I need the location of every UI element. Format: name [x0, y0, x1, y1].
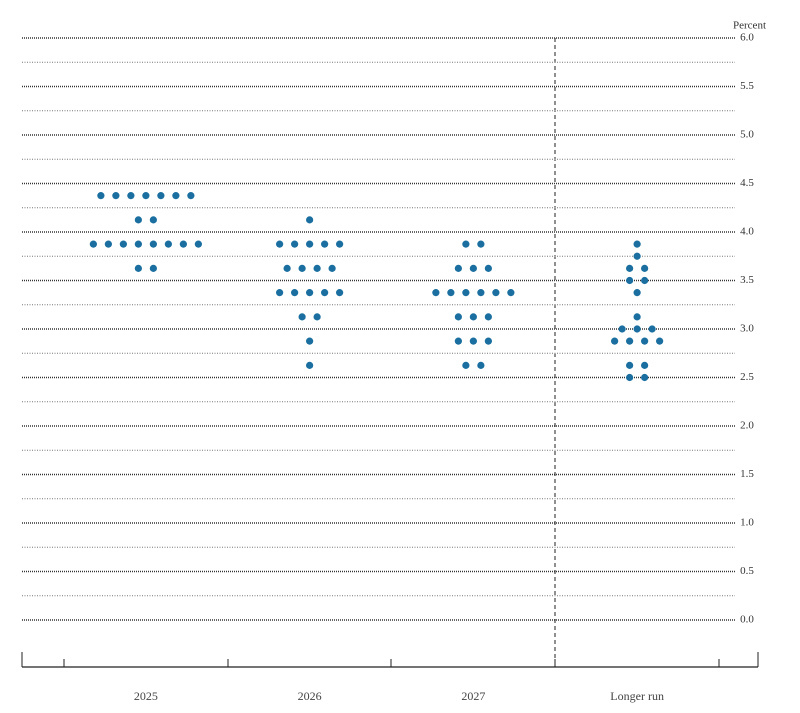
dot	[641, 337, 649, 345]
dot	[283, 264, 291, 272]
dot	[626, 361, 634, 369]
dot	[626, 264, 634, 272]
y-axis-label: Percent	[733, 20, 766, 32]
dot	[656, 337, 664, 345]
dot	[477, 289, 485, 297]
dot	[633, 325, 641, 333]
dot	[477, 361, 485, 369]
y-tick-label: 4.5	[740, 177, 754, 189]
dot	[142, 192, 150, 200]
y-tick-label: 0.0	[740, 614, 754, 626]
dot	[462, 289, 470, 297]
dot	[336, 240, 344, 248]
dot	[97, 192, 105, 200]
dot	[633, 252, 641, 260]
x-tick-label: Longer run	[610, 689, 664, 703]
dot	[618, 325, 626, 333]
dot	[648, 325, 656, 333]
dot	[313, 264, 321, 272]
dot	[89, 240, 97, 248]
dot	[454, 337, 462, 345]
dot	[484, 313, 492, 321]
y-tick-label: 5.5	[740, 80, 754, 92]
dot	[432, 289, 440, 297]
dot	[291, 240, 299, 248]
dot	[179, 240, 187, 248]
dot	[611, 337, 619, 345]
dot	[172, 192, 180, 200]
x-tick-label: 2027	[461, 689, 485, 703]
y-tick-label: 3.5	[740, 274, 754, 286]
dot	[149, 216, 157, 224]
dot	[641, 276, 649, 285]
dot	[187, 192, 195, 200]
dot	[454, 264, 462, 272]
dot	[149, 264, 157, 272]
dot	[134, 240, 142, 248]
dot	[462, 361, 470, 369]
dot	[447, 289, 455, 297]
y-tick-label: 4.0	[740, 226, 754, 238]
dot	[119, 240, 127, 248]
dot	[164, 240, 172, 248]
dot	[641, 264, 649, 272]
dot	[626, 373, 634, 382]
x-tick-label: 2025	[134, 689, 158, 703]
dot	[134, 216, 142, 224]
dot	[484, 337, 492, 345]
dot	[454, 313, 462, 321]
y-tick-label: 5.0	[740, 129, 754, 141]
dot	[298, 313, 306, 321]
dot	[127, 192, 135, 200]
dot	[276, 289, 284, 297]
dot	[462, 240, 470, 248]
dot	[313, 313, 321, 321]
dot	[306, 216, 314, 224]
dot	[492, 289, 500, 297]
dot	[633, 289, 641, 297]
dot	[112, 192, 120, 200]
x-tick-label: 2026	[298, 689, 322, 703]
y-tick-label: 1.5	[740, 468, 754, 480]
dot	[276, 240, 284, 248]
dot	[477, 240, 485, 248]
dot	[641, 373, 649, 382]
dot	[157, 192, 165, 200]
dot	[626, 337, 634, 345]
dot	[149, 240, 157, 248]
dot	[321, 240, 329, 248]
dot	[306, 361, 314, 369]
y-tick-label: 6.0	[740, 32, 754, 44]
dot	[328, 264, 336, 272]
dot	[633, 240, 641, 248]
dot	[306, 337, 314, 345]
dot	[469, 264, 477, 272]
dot	[306, 240, 314, 248]
dot	[469, 337, 477, 345]
dot	[104, 240, 112, 248]
dot	[134, 264, 142, 272]
y-tick-label: 3.0	[740, 323, 754, 335]
dot	[626, 276, 634, 285]
dot	[641, 361, 649, 369]
dot	[298, 264, 306, 272]
y-tick-label: 0.5	[740, 565, 754, 577]
dot	[507, 289, 515, 297]
dot	[291, 289, 299, 297]
y-tick-label: 2.0	[740, 420, 754, 432]
dot	[633, 313, 641, 321]
dot	[336, 289, 344, 297]
dot	[484, 264, 492, 272]
dot	[469, 313, 477, 321]
dot	[306, 289, 314, 297]
y-tick-label: 1.0	[740, 517, 754, 529]
y-tick-label: 2.5	[740, 371, 754, 383]
dot	[321, 289, 329, 297]
dot	[194, 240, 202, 248]
